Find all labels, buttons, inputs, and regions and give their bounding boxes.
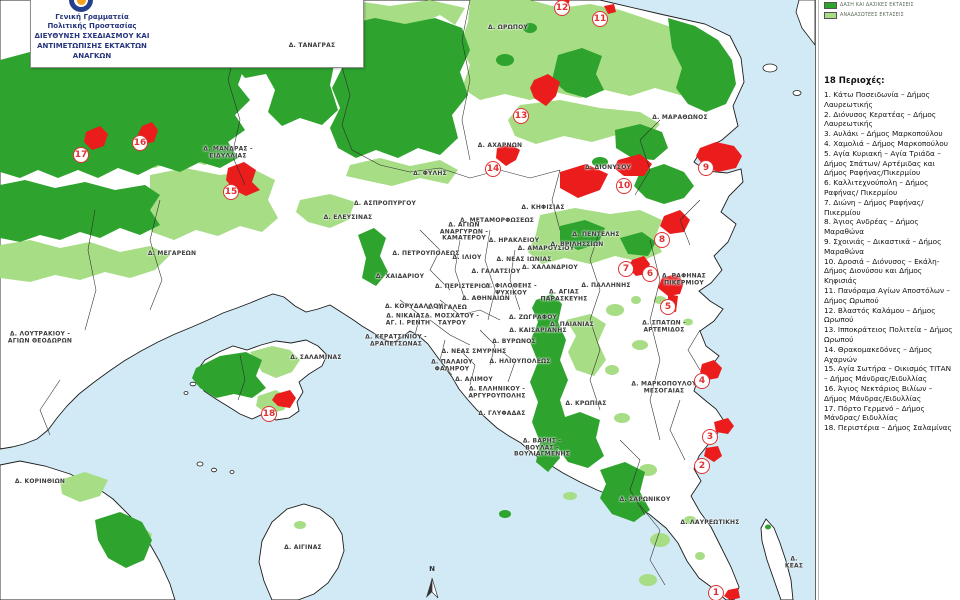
region-marker-14: 14 (485, 161, 501, 177)
region-item: 10. Δροσιά – Διόνυσος – Εκάλη- Δήμος Διο… (824, 256, 940, 286)
regions-list: 18 Περιοχές: 1. Κάτω Ποσειδωνία – Δήμος … (824, 76, 956, 433)
forest-dark-patches (0, 18, 771, 568)
agency-line: Γενική Γραμματεία (55, 13, 129, 21)
region-item: 13. Ιπποκράτειος Πολιτεία – Δήμος Ωρωπού (824, 325, 953, 344)
regions-title: 18 Περιοχές: (824, 76, 885, 86)
legend-swatch (824, 2, 837, 9)
region-marker-8: 8 (654, 232, 670, 248)
region-marker-13: 13 (513, 108, 529, 124)
region-marker-16: 16 (132, 135, 148, 151)
region-item: 1. Κάτω Ποσειδωνία – Δήμος Λαυρεωτικής (824, 90, 930, 109)
region-item: 7. Διώνη – Δήμος Ραφήνας/Πικερμίου (824, 197, 924, 217)
agency-banner: Γενική Γραμματεία Πολιτικής Προστασίας Δ… (30, 0, 364, 68)
legend-item: ΑΝΑΔΑΣΩΤΕΕΣ ΕΚΤΑΣΕΙΣ (824, 12, 914, 19)
region-marker-17: 17 (73, 147, 89, 163)
region-item: 9. Σχοινιάς – Δικαστικά – Δήμος Μαραθώνα (824, 236, 942, 256)
region-item: 14. Θρακομακεδόνες – Δήμος Αχαρνών (824, 344, 933, 364)
agency-line: ΔΙΕΥΘΥΝΣΗ ΣΧΕΔΙΑΣΜΟΥ ΚΑΙ (34, 32, 150, 40)
region-marker-3: 3 (702, 429, 718, 445)
region-marker-1: 1 (708, 585, 724, 600)
region-item: 8. Άγιος Ανδρέας – Δήμος Μαραθώνα (824, 217, 919, 237)
region-item: 2. Διόνυσος Κερατέας – Δήμος Λαυρεωτικής (824, 109, 937, 129)
legend-swatch (824, 12, 837, 19)
compass-north-label: N (429, 565, 435, 573)
region-item: 17. Πόρτο Γερμενό – Δήμος Μάνδρας/ Ειδυλ… (824, 403, 925, 423)
regions-body: 1. Κάτω Ποσειδωνία – Δήμος Λαυρεωτικής 2.… (824, 90, 956, 433)
region-marker-12: 12 (554, 0, 570, 16)
legend-sidebar: ΔΑΣΗ ΚΑΙ ΔΑΣΙΚΕΣ ΕΚΤΑΣΕΙΣ ΑΝΑΔΑΣΩΤΕΕΣ ΕΚΤ… (815, 0, 960, 600)
region-item: 3. Αυλάκι – Δήμος Μαρκοπούλου (824, 129, 943, 139)
region-item: 16. Άγιος Νεκτάριος Βιλίων – Δήμος Μάνδρ… (824, 383, 933, 403)
region-item: 11. Πανόραμα Αγίων Αποστόλων – Δήμος Ωρω… (824, 285, 951, 305)
agency-line: ΑΝΤΙΜΕΤΩΠΙΣΗΣ ΕΚΤΑΚΤΩΝ (37, 42, 147, 50)
region-marker-6: 6 (642, 266, 658, 282)
legend-label: ΔΑΣΗ ΚΑΙ ΔΑΣΙΚΕΣ ΕΚΤΑΣΕΙΣ (840, 3, 914, 8)
region-item: 18. Περιστέρια – Δήμος Σαλαμίνας (824, 423, 952, 433)
region-marker-9: 9 (698, 160, 714, 176)
region-marker-10: 10 (616, 178, 632, 194)
compass-arrow (426, 577, 439, 599)
region-item: 4. Χαμολιά – Δήμος Μαρκοπούλου (824, 138, 948, 148)
municipal-boundaries (39, 0, 701, 586)
region-marker-11: 11 (592, 11, 608, 27)
agency-line: Πολιτικής Προστασίας (47, 22, 137, 30)
islets (183, 0, 816, 474)
civil-protection-logo-icon (69, 0, 93, 12)
region-marker-7: 7 (618, 261, 634, 277)
legend-item: ΔΑΣΗ ΚΑΙ ΔΑΣΙΚΕΣ ΕΚΤΑΣΕΙΣ (824, 2, 914, 9)
region-item: 6. Καλλιτεχνούπολη – Δήμος Ραφήνας/ Πικε… (824, 178, 929, 197)
attica-map: Γενική Γραμματεία Πολιτικής Προστασίας Δ… (0, 0, 816, 600)
agency-title: Γενική Γραμματεία Πολιτικής Προστασίας Δ… (33, 13, 151, 61)
kea-island (760, 518, 794, 600)
aegina-island (258, 503, 345, 600)
region-item: 15. Αγία Σωτήρα – Οικισμός ΤΙΤΑΝ – Δήμος… (824, 364, 952, 384)
region-item: 5. Αγία Κυριακή – Αγία Τριάδα – Δήμος Σπ… (824, 148, 941, 178)
region-marker-5: 5 (660, 299, 676, 315)
forest-legend: ΔΑΣΗ ΚΑΙ ΔΑΣΙΚΕΣ ΕΚΤΑΣΕΙΣ ΑΝΑΔΑΣΩΤΕΕΣ ΕΚΤ… (824, 2, 914, 22)
map-canvas (0, 0, 816, 600)
region-marker-18: 18 (261, 406, 277, 422)
region-marker-15: 15 (223, 184, 239, 200)
legend-label: ΑΝΑΔΑΣΩΤΕΕΣ ΕΚΤΑΣΕΙΣ (840, 13, 904, 18)
agency-line: ΑΝΑΓΚΩΝ (72, 52, 112, 60)
region-marker-2: 2 (694, 458, 710, 474)
region-item: 12. Βλαστός Καλάμου – Δήμος Ωρωπού (824, 305, 936, 325)
region-marker-4: 4 (694, 373, 710, 389)
